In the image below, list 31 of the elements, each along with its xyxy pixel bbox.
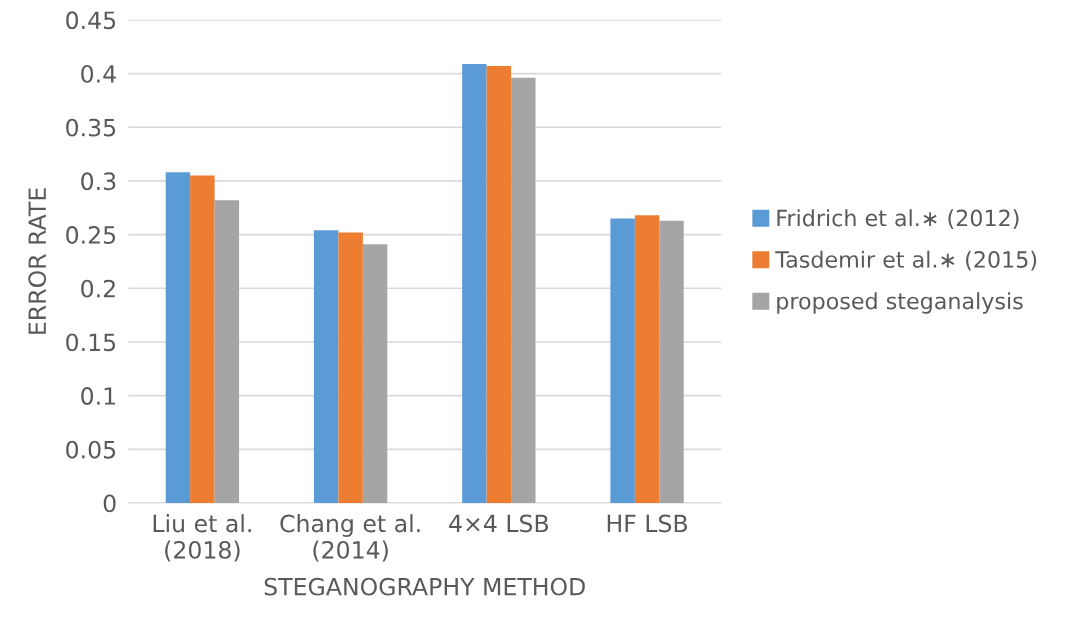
legend-label: Fridrich et al.∗ (2012) bbox=[777, 209, 1019, 229]
bar bbox=[462, 63, 487, 504]
legend-label: Tasdemir et al.∗ (2015) bbox=[775, 250, 1037, 271]
bar bbox=[634, 215, 660, 504]
x-axis-title: STEGANOGRAPHY METHOD bbox=[264, 577, 585, 596]
bar bbox=[511, 77, 536, 504]
x-tick-label: HF LSB bbox=[607, 514, 687, 533]
bar bbox=[165, 172, 191, 504]
x-tick-label: 4×4 LSB bbox=[449, 514, 549, 533]
bar bbox=[486, 66, 512, 504]
y-tick-label: 0.45 bbox=[66, 11, 116, 30]
bar bbox=[659, 220, 684, 504]
legend-label: proposed steganalysis bbox=[777, 292, 1023, 314]
y-tick-label: 0.1 bbox=[81, 387, 115, 405]
y-tick-label: 0.25 bbox=[66, 226, 116, 244]
y-tick-label: 0.3 bbox=[81, 172, 116, 191]
bar bbox=[362, 244, 388, 504]
y-tick-label: 0 bbox=[103, 494, 116, 513]
bar bbox=[313, 230, 339, 504]
y-tick-label: 0.15 bbox=[66, 333, 116, 352]
y-tick-label: 0.4 bbox=[81, 65, 116, 83]
y-tick-label: 0.35 bbox=[66, 118, 116, 137]
x-tick-label: Chang et al. (2014) bbox=[280, 514, 420, 562]
bar bbox=[190, 175, 215, 504]
bar bbox=[214, 200, 240, 504]
y-tick-label: 0.05 bbox=[66, 440, 116, 459]
y-tick-label: 0.2 bbox=[81, 279, 115, 298]
y-axis-title: ERROR RATE bbox=[28, 188, 47, 334]
bar bbox=[610, 218, 635, 504]
x-tick-label: Liu et al. (2018) bbox=[153, 514, 251, 562]
bar bbox=[338, 232, 363, 504]
